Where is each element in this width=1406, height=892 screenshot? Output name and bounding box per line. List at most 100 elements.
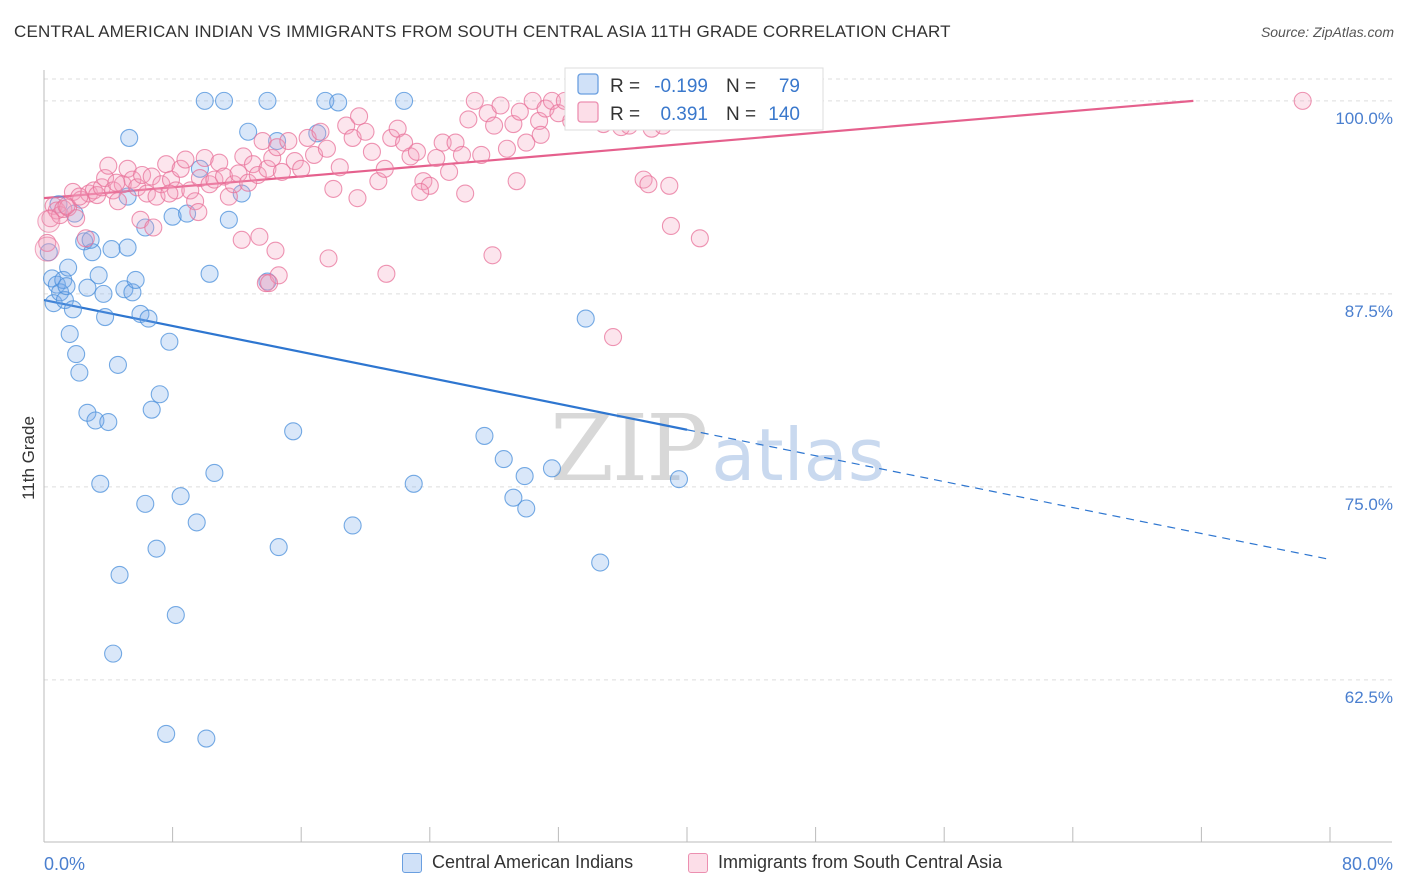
stats-r-label: R = bbox=[610, 76, 640, 97]
point-central-american-indian bbox=[63, 300, 82, 319]
point-south-central-asia bbox=[485, 116, 504, 135]
point-south-central-asia bbox=[497, 139, 517, 158]
point-central-american-indian bbox=[150, 385, 169, 404]
point-central-american-indian bbox=[494, 450, 513, 469]
legend-item-central-american-indians[interactable]: Central American Indians bbox=[402, 852, 633, 873]
stats-n-value: 140 bbox=[768, 104, 800, 125]
point-central-american-indian bbox=[214, 91, 234, 110]
point-central-american-indian bbox=[591, 553, 610, 572]
point-central-american-indian bbox=[94, 284, 113, 303]
point-south-central-asia bbox=[268, 138, 287, 157]
point-cluster-pink bbox=[34, 236, 60, 262]
point-central-american-indian bbox=[515, 467, 534, 486]
point-south-central-asia bbox=[266, 241, 285, 260]
y-tick-label: 100.0% bbox=[1335, 109, 1393, 128]
point-south-central-asia bbox=[420, 176, 439, 195]
stats-r-value: 0.391 bbox=[660, 104, 708, 125]
stats-legend-box bbox=[564, 67, 824, 131]
point-central-american-indian bbox=[42, 269, 62, 288]
point-south-central-asia bbox=[350, 107, 369, 126]
point-central-american-indian bbox=[200, 264, 219, 283]
point-south-central-asia bbox=[76, 229, 95, 248]
point-south-central-asia bbox=[239, 173, 258, 192]
point-south-central-asia bbox=[348, 189, 367, 208]
point-central-american-indian bbox=[89, 266, 108, 285]
point-south-central-asia bbox=[234, 147, 253, 166]
point-central-american-indian bbox=[108, 355, 127, 374]
point-south-central-asia bbox=[483, 246, 502, 265]
point-south-central-asia bbox=[250, 227, 269, 246]
point-central-american-indian bbox=[120, 128, 139, 147]
point-central-american-indian bbox=[205, 463, 224, 483]
point-central-american-indian bbox=[239, 122, 258, 141]
legend-swatch-pink bbox=[688, 852, 708, 873]
stats-n-label: N = bbox=[726, 104, 756, 125]
source-credit: Source: ZipAtlas.com bbox=[1260, 24, 1394, 40]
point-cluster-pink bbox=[37, 209, 61, 233]
point-south-central-asia bbox=[269, 266, 288, 285]
point-central-american-indian bbox=[96, 307, 115, 327]
point-south-central-asia bbox=[195, 148, 214, 168]
point-south-central-asia bbox=[186, 192, 205, 211]
point-central-american-indian bbox=[475, 426, 494, 445]
point-central-american-indian bbox=[60, 324, 79, 344]
point-central-american-indian bbox=[147, 539, 166, 558]
point-central-american-indian bbox=[110, 565, 129, 584]
point-south-central-asia bbox=[510, 102, 529, 121]
point-central-american-indian bbox=[166, 605, 185, 625]
point-central-american-indian bbox=[57, 277, 76, 296]
point-south-central-asia bbox=[356, 122, 375, 141]
point-south-central-asia bbox=[604, 328, 623, 347]
point-central-american-indian bbox=[44, 294, 63, 313]
point-south-central-asia bbox=[142, 167, 161, 186]
legend-swatch-blue bbox=[402, 852, 422, 873]
point-south-central-asia bbox=[272, 162, 291, 181]
point-south-central-asia bbox=[248, 165, 267, 185]
point-south-central-asia bbox=[330, 158, 349, 177]
point-central-american-indian bbox=[219, 210, 238, 229]
stats-legend: R = -0.199 N = 79 R = 0.391 N = 140 bbox=[564, 67, 824, 131]
point-central-american-indian bbox=[102, 240, 121, 259]
point-south-central-asia bbox=[317, 139, 336, 158]
legend-label-central-american-indians: Central American Indians bbox=[432, 852, 634, 872]
point-south-central-asia bbox=[661, 216, 680, 235]
point-south-central-asia bbox=[171, 159, 190, 178]
point-central-american-indian bbox=[139, 309, 158, 328]
point-central-american-indian bbox=[70, 363, 89, 382]
watermark: ZIP atlas bbox=[550, 395, 885, 502]
point-south-central-asia bbox=[176, 150, 195, 169]
point-central-american-indian bbox=[258, 91, 277, 110]
point-south-central-asia bbox=[377, 264, 396, 283]
legend-item-south-central-asia[interactable]: Immigrants from South Central Asia bbox=[688, 852, 1002, 873]
stats-r-value: -0.199 bbox=[654, 76, 708, 97]
x-tick-label-min: 0.0% bbox=[44, 854, 85, 874]
point-south-central-asia bbox=[491, 96, 510, 115]
point-south-central-asia bbox=[440, 162, 459, 181]
point-central-american-indian bbox=[187, 513, 206, 532]
point-central-american-indian bbox=[104, 644, 123, 663]
point-central-american-indian bbox=[118, 238, 137, 257]
point-south-central-asia bbox=[279, 131, 298, 151]
point-south-central-asia bbox=[189, 202, 208, 222]
point-south-central-asia bbox=[517, 133, 536, 152]
point-central-american-indian bbox=[78, 278, 97, 297]
point-south-central-asia bbox=[427, 148, 446, 168]
watermark-atlas: atlas bbox=[711, 413, 886, 497]
stats-n-value: 79 bbox=[779, 76, 800, 97]
point-south-central-asia bbox=[452, 145, 472, 164]
x-tick-label-max: 80.0% bbox=[1342, 854, 1393, 874]
point-south-central-asia bbox=[108, 192, 127, 211]
point-south-central-asia bbox=[144, 218, 163, 237]
point-south-central-asia bbox=[465, 91, 484, 110]
point-south-central-asia bbox=[407, 142, 426, 161]
point-south-central-asia bbox=[472, 145, 491, 164]
point-central-american-indian bbox=[343, 516, 362, 535]
point-south-central-asia bbox=[232, 230, 251, 249]
point-south-central-asia bbox=[107, 173, 126, 192]
point-central-american-indian bbox=[67, 345, 86, 364]
point-south-central-asia bbox=[362, 142, 381, 161]
points-layer bbox=[34, 91, 1312, 748]
point-south-central-asia bbox=[324, 179, 343, 198]
point-central-american-indian bbox=[329, 93, 348, 112]
point-south-central-asia bbox=[411, 182, 430, 202]
